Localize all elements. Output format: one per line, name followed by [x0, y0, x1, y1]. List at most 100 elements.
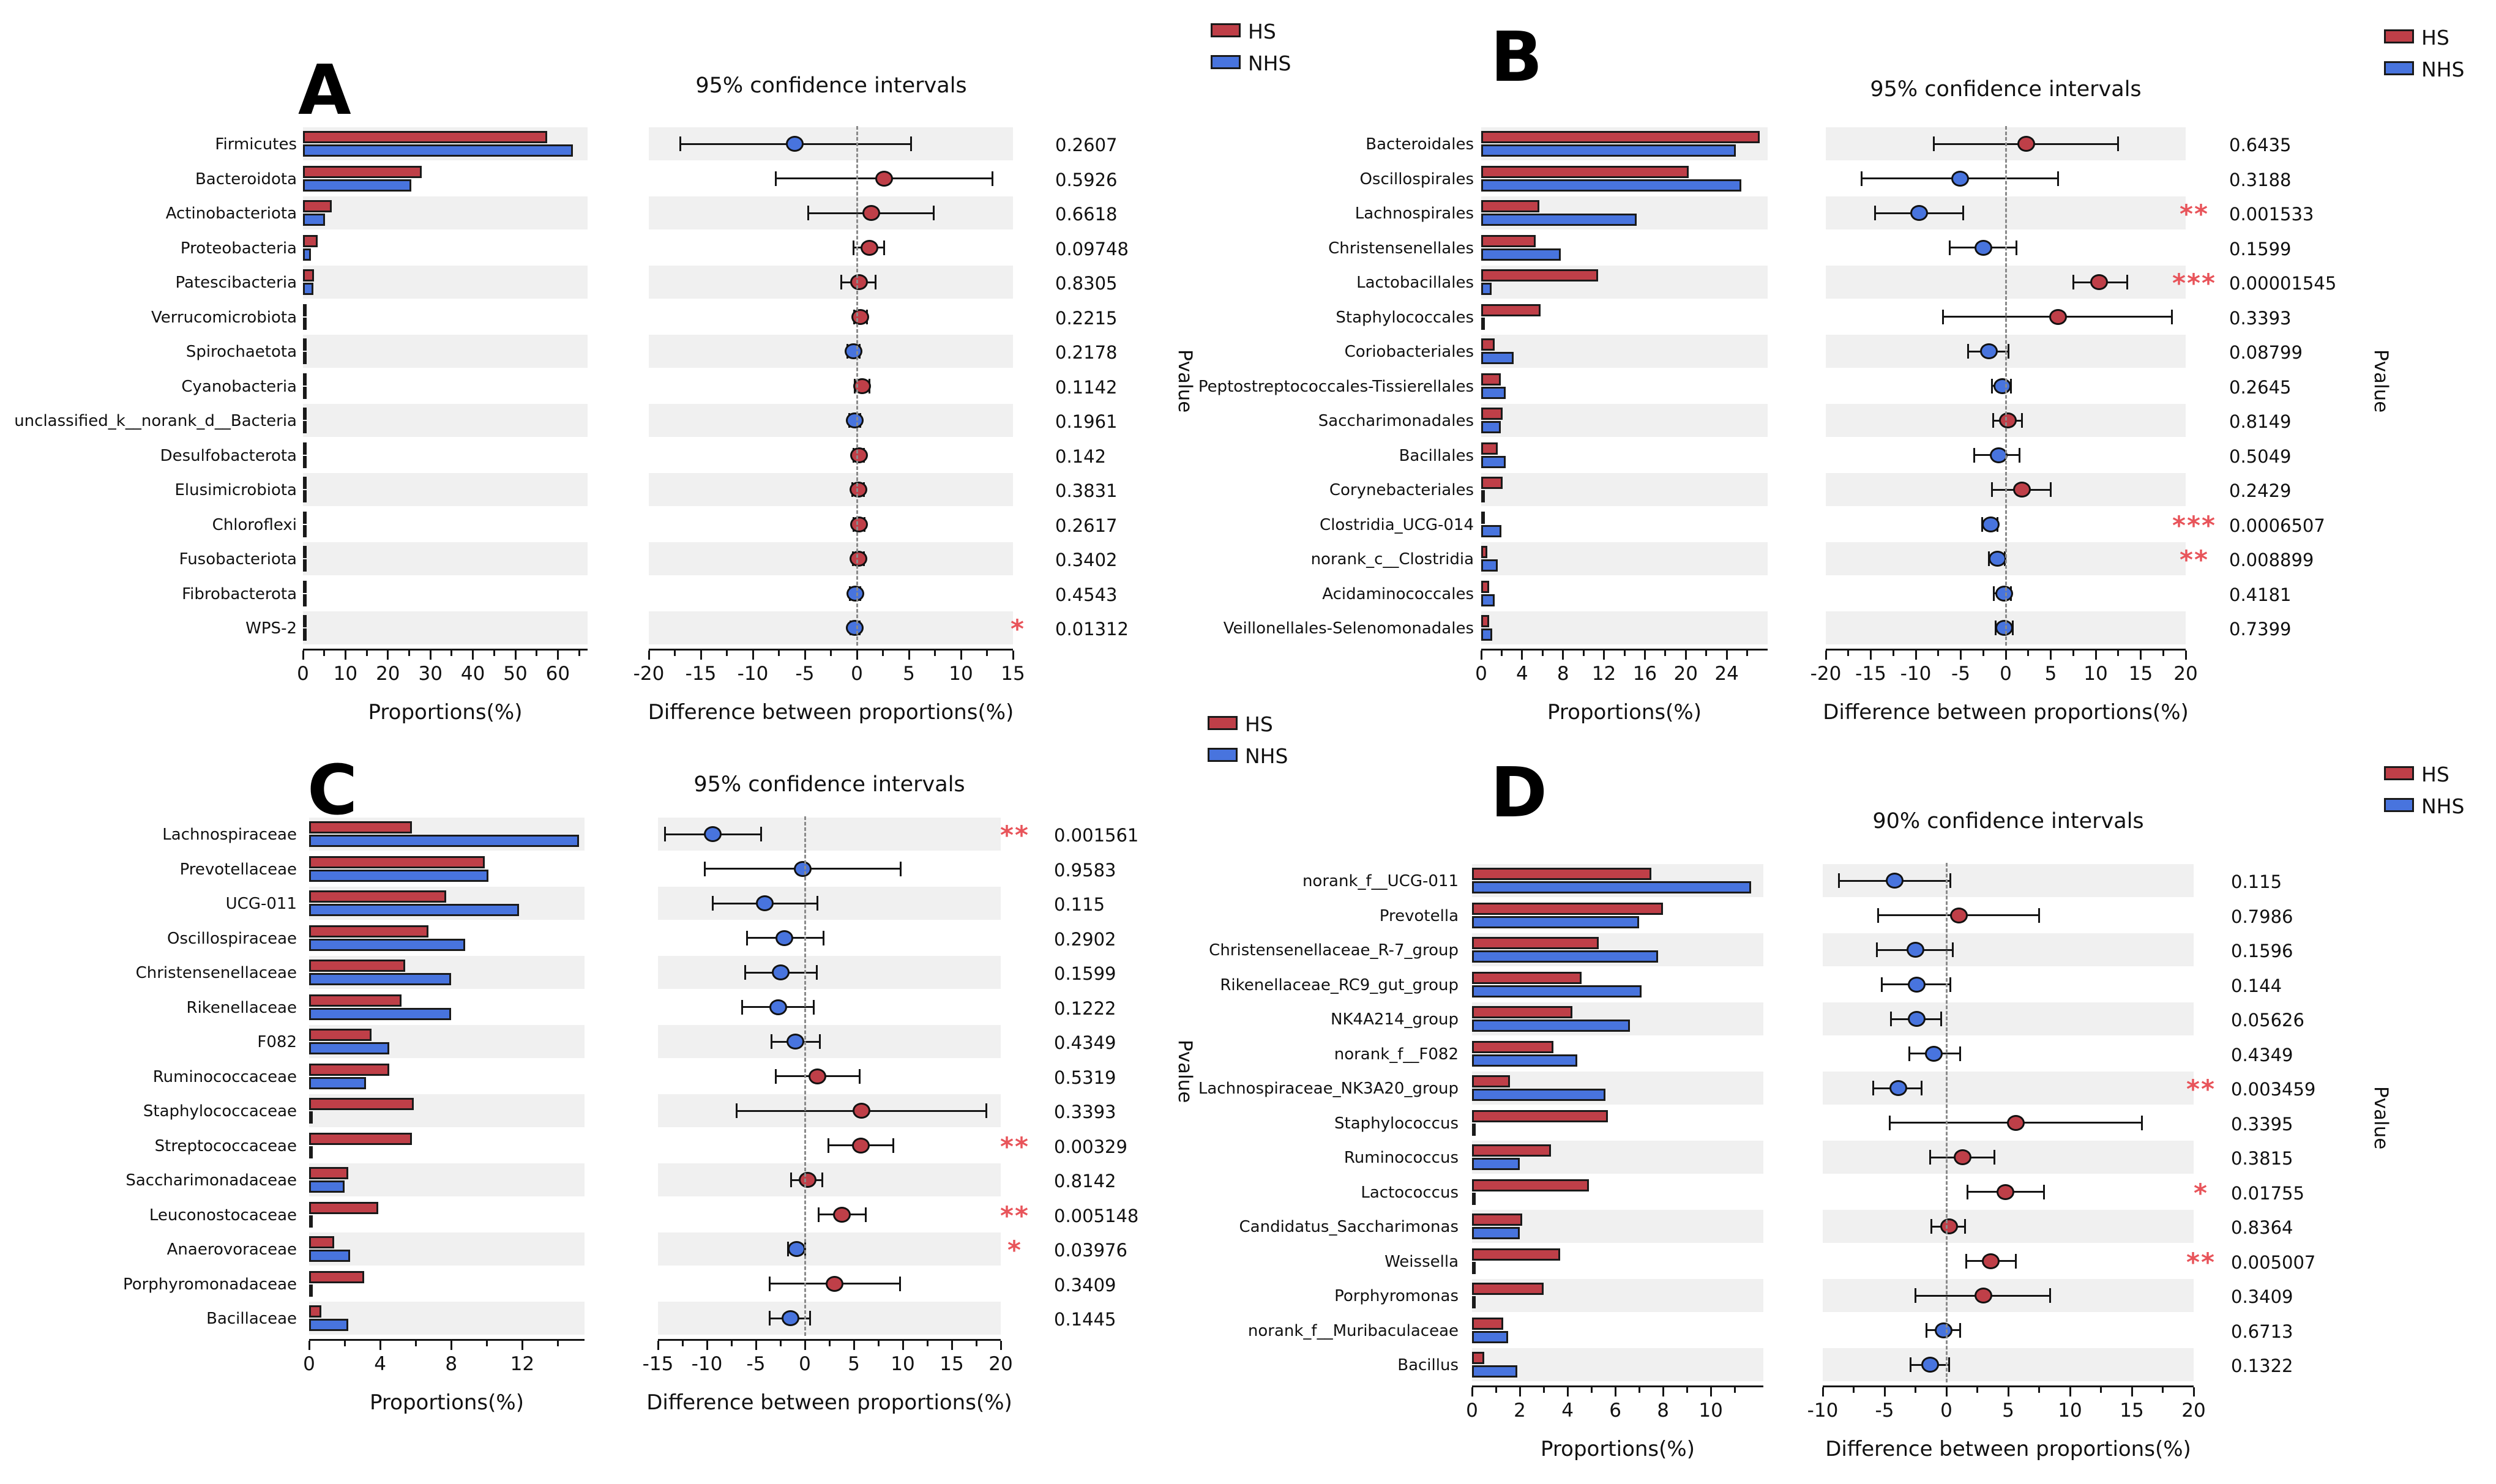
sig-stars: *** [2172, 510, 2216, 540]
pvalue-text: 0.6713 [2231, 1321, 2293, 1342]
ci-dot [2012, 482, 2031, 498]
ci-cap-high [2010, 378, 2012, 393]
row-label: Staphylococcus [1334, 1114, 1459, 1133]
prop-axis-major-tick [1519, 1387, 1521, 1396]
hs-bar [303, 477, 307, 489]
ci-cap-low [712, 896, 714, 911]
prop-axis-tick-label: 0 [1466, 1400, 1478, 1422]
diff-axis-major-tick [752, 651, 754, 660]
nhs-bar [1481, 283, 1492, 295]
ci-dot [845, 343, 863, 359]
ci-dot [771, 964, 790, 980]
diff-axis-minor-tick [830, 651, 832, 656]
diff-axis-minor-tick [1976, 1387, 1978, 1393]
row-label: Clostridia_UCG-014 [1320, 515, 1474, 534]
diff-axis-major-tick [2184, 651, 2187, 660]
row-label: Christensenellaceae_R-7_group [1209, 941, 1459, 960]
ci-dot [862, 205, 881, 221]
hs-bar [1472, 902, 1664, 915]
ci-cap-high [1959, 1046, 1961, 1061]
nhs-bar [1481, 352, 1514, 364]
row-band-ci [658, 1025, 1001, 1058]
diff-axis-major-tick [2192, 1387, 2195, 1396]
diff-axis-line [649, 649, 1013, 651]
prop-axis-line [1472, 1385, 1763, 1387]
nhs-bar [1481, 490, 1485, 502]
nhs-bar [303, 628, 307, 641]
hs-bar [1481, 442, 1498, 455]
prop-axis-major-tick [514, 651, 517, 660]
legend-nhs-swatch-A [1211, 55, 1241, 69]
row-band-ci [649, 404, 1013, 437]
ci-dot [769, 999, 788, 1015]
pvalue-text: 0.2617 [1055, 515, 1118, 536]
row-band-ci [649, 266, 1013, 299]
row-band-bars [309, 1163, 585, 1196]
nhs-bar [1481, 386, 1506, 399]
diff-axis-tick-label: 20 [988, 1353, 1013, 1375]
ci-cap-high [2020, 413, 2023, 428]
pvalue-text: 0.1445 [1054, 1309, 1116, 1330]
pvalue-text: 0.3393 [2229, 307, 2292, 329]
prop-axis-tick-label: 30 [418, 663, 443, 685]
prop-axis-minor-tick [1623, 651, 1626, 656]
prop-axis-minor-tick [1705, 651, 1708, 656]
diff-axis-tick-label: 15 [2120, 1400, 2144, 1422]
pvalue-text: 0.2178 [1055, 342, 1118, 363]
hs-bar [1481, 165, 1689, 178]
row-label: F082 [257, 1033, 297, 1051]
ci-dot [704, 826, 722, 842]
diff-axis-minor-tick [828, 1341, 831, 1346]
nhs-bar [1481, 455, 1506, 468]
ci-cap-high [809, 1311, 811, 1326]
prop-axis-minor-tick [450, 651, 453, 656]
row-band-bars [303, 404, 588, 437]
ci-dot [794, 860, 812, 877]
panel-A-letter: A [298, 51, 351, 130]
ci-cap-low [741, 999, 744, 1015]
ci-cap-high [1940, 1012, 1943, 1026]
nhs-bar [1481, 144, 1736, 157]
ci-dot [775, 930, 793, 946]
ci-cap-low [744, 965, 746, 980]
prop-axis-minor-tick [493, 651, 495, 656]
row-label: Bacillales [1399, 446, 1474, 465]
nhs-bar [1472, 1020, 1630, 1032]
row-band-bars [303, 266, 588, 299]
row-label: Oscillospirales [1359, 170, 1474, 188]
prop-axis-major-tick [379, 1341, 381, 1350]
row-band-ci [658, 1302, 1001, 1335]
pvalue-text: 0.115 [2231, 871, 2282, 892]
row-label: Prevotella [1379, 906, 1459, 925]
hs-bar [309, 821, 413, 833]
ci-cap-high [2140, 1115, 2143, 1130]
nhs-bar [1472, 1296, 1476, 1308]
pvalue-text: 0.5319 [1054, 1067, 1116, 1088]
prop-axis-tick-label: 40 [460, 663, 485, 685]
hs-bar [1481, 580, 1490, 593]
ci-dot [846, 585, 864, 602]
nhs-bar [1472, 985, 1642, 997]
pvalue-text: 0.5049 [2229, 446, 2292, 467]
hs-bar [303, 304, 307, 316]
pvalue-text: 0.3188 [2229, 169, 2292, 190]
ci-cap-high [2038, 908, 2040, 923]
proportions-axis-title: Proportions(%) [1547, 700, 1702, 725]
ci-dot [1925, 1045, 1943, 1062]
diff-axis-minor-tick [1982, 651, 1984, 656]
ci-cap-low [1874, 206, 1877, 220]
prop-axis-line [303, 649, 588, 651]
ci-cap-high [1949, 977, 1951, 992]
nhs-bar [309, 1180, 345, 1193]
diff-axis-major-tick [1883, 1387, 1886, 1396]
sig-stars: ** [1000, 1131, 1029, 1161]
hs-bar [303, 511, 307, 524]
ci-cap-low [768, 1276, 771, 1291]
diff-axis-major-tick [2007, 1387, 2009, 1396]
prop-axis-tick-label: 8 [445, 1353, 458, 1375]
prop-axis-tick-label: 20 [376, 663, 400, 685]
prop-axis-tick-label: 4 [1515, 663, 1528, 685]
row-label: Chloroflexi [212, 515, 297, 534]
diff-axis-minor-tick [779, 1341, 782, 1346]
diff-axis-tick-label: 0 [799, 1353, 811, 1375]
